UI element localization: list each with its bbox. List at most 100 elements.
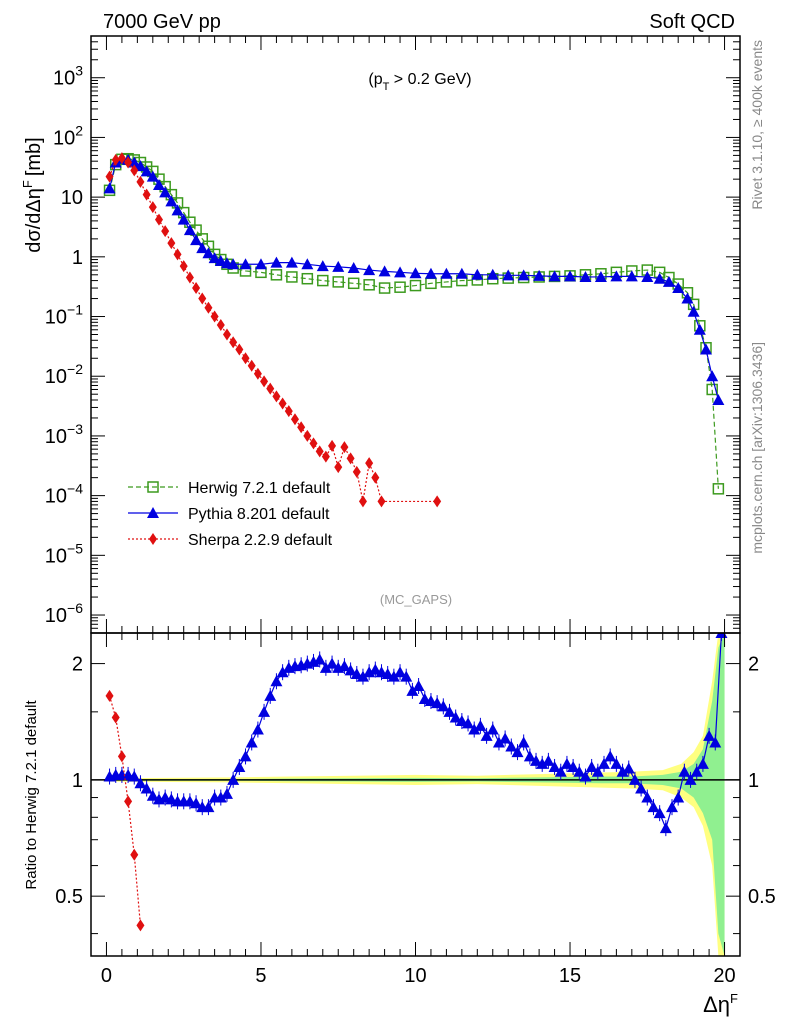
legend-label: Sherpa 2.2.9 default <box>188 532 333 549</box>
main-ylabel-base: dσ/dΔη <box>23 188 45 253</box>
pythia-ratio-point <box>517 736 530 748</box>
pythia-ratio-point <box>258 705 271 717</box>
legend-entry-sherpa: Sherpa 2.2.9 default <box>128 532 333 549</box>
sherpa-point <box>235 343 244 356</box>
herwig-point <box>378 282 391 294</box>
pythia-ratio-point <box>530 754 543 766</box>
analysis-watermark: (MC_GAPS) <box>380 592 452 607</box>
sherpa-point <box>352 465 361 478</box>
pythia-point <box>254 258 267 270</box>
sherpa-ratio-point <box>136 919 145 932</box>
pythia-ratio-point <box>239 750 252 762</box>
pythia-ratio-point <box>591 765 604 777</box>
header-right: Soft QCD <box>649 11 735 33</box>
pythia-point <box>270 256 283 268</box>
pythia-ratio-point <box>146 789 159 801</box>
pythia-point <box>672 282 685 294</box>
sherpa-point <box>377 495 386 508</box>
pythia-ratio-point <box>573 765 586 777</box>
pythia-ratio-point <box>505 740 518 752</box>
sherpa-point <box>222 328 231 341</box>
pythia-point <box>128 156 141 168</box>
pythia-ratio-point <box>350 667 363 679</box>
pythia-ratio-point <box>270 675 283 687</box>
sherpa-point <box>340 441 349 454</box>
pythia-ratio-point <box>585 760 598 772</box>
x-tick-label: 20 <box>713 965 735 987</box>
ratio-series <box>103 633 728 932</box>
pythia-ratio-point <box>276 666 289 678</box>
ratio-series-pythia <box>103 633 728 837</box>
sherpa-line <box>108 157 438 503</box>
herwig-point <box>286 271 298 283</box>
main-ytick-label: 103 <box>53 63 83 90</box>
pythia-ratio-point <box>251 723 264 735</box>
ratio-panel-frame <box>90 632 741 957</box>
main-ytick-label: 1 <box>72 247 83 269</box>
pythia-point <box>134 160 147 172</box>
main-ytick-label: 10−6 <box>45 600 83 627</box>
herwig-point <box>409 279 422 292</box>
pythia-ratio-point <box>474 719 487 731</box>
legend-label: Pythia 8.201 default <box>188 506 330 523</box>
main-ytick-label: 10−4 <box>45 481 83 508</box>
sherpa-point <box>315 445 324 458</box>
pythia-ratio-point <box>412 679 425 691</box>
ratio-ytick-label-right: 0.5 <box>748 886 776 908</box>
pythia-ratio-point <box>703 729 716 741</box>
pythia-point <box>301 258 314 270</box>
pythia-ratio-point <box>709 736 722 748</box>
pythia-ratio-point <box>567 760 580 772</box>
pythia-point <box>165 195 178 207</box>
ratio-ytick-label-right: 1 <box>748 770 759 792</box>
sherpa-ratio-point <box>117 750 126 763</box>
herwig-point <box>301 272 314 285</box>
main-series <box>103 152 725 508</box>
sherpa-ratio-point <box>105 689 114 702</box>
pythia-ratio-point <box>554 765 567 777</box>
sherpa-point <box>266 382 275 395</box>
ratio-ytick-label: 0.5 <box>55 886 83 908</box>
pythia-point <box>440 267 453 279</box>
sherpa-point <box>358 495 367 508</box>
x-tick-label: 15 <box>559 965 581 987</box>
ratio-band-inner <box>106 633 725 956</box>
sherpa-ratio-point <box>124 795 133 808</box>
pythia-point <box>641 270 654 282</box>
sherpa-ratio-point <box>111 711 120 724</box>
pythia-ratio-point <box>233 760 246 772</box>
pythia-point <box>693 323 706 335</box>
pythia-ratio-point <box>344 664 357 676</box>
sherpa-point <box>111 153 120 166</box>
pythia-ratio-point <box>214 791 227 803</box>
svg-text:dσ/dΔηF[mb]: dσ/dΔηF [mb] <box>20 137 45 253</box>
pythia-ratio-point <box>672 791 685 803</box>
pythia-point <box>208 252 221 264</box>
sherpa-point <box>179 260 188 273</box>
pythia-ratio-point <box>449 711 462 723</box>
sherpa-point <box>167 237 176 250</box>
pythia-ratio-point <box>245 736 258 748</box>
pythia-ratio-point <box>641 791 654 803</box>
pythia-point <box>502 269 515 281</box>
header-left: 7000 GeV pp <box>103 11 221 33</box>
pythia-ratio-point <box>690 765 703 777</box>
pythia-ratio-point <box>264 689 277 701</box>
pythia-ratio-point <box>666 801 679 813</box>
pythia-point <box>190 234 203 246</box>
sherpa-point <box>371 471 380 484</box>
pt-cut-annotation: (pT > 0.2 GeV) <box>368 71 471 93</box>
pythia-ratio-point <box>443 705 456 717</box>
pythia-point <box>594 270 607 282</box>
pythia-point <box>140 165 153 177</box>
pythia-point <box>202 247 215 259</box>
pythia-point <box>409 267 422 279</box>
pythia-ratio-point <box>635 782 648 794</box>
pythia-point <box>455 267 468 279</box>
pythia-ratio-point <box>492 736 505 748</box>
pythia-ratio-point <box>511 746 524 758</box>
pythia-point <box>332 260 345 272</box>
pythia-ratio-point <box>604 750 617 762</box>
pythia-point <box>579 270 592 282</box>
pythia-point <box>564 270 577 282</box>
